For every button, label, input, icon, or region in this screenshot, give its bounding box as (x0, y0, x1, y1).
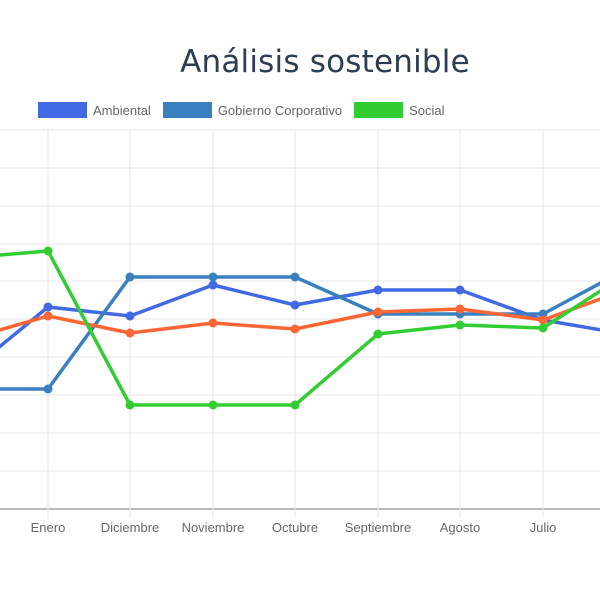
x-axis-label: Octubre (272, 520, 318, 535)
legend-label: Gobierno Corporativo (217, 102, 343, 118)
data-point[interactable] (455, 304, 465, 314)
legend-swatch-icon (354, 102, 404, 118)
data-point[interactable] (43, 302, 53, 312)
legend-swatch-icon (162, 102, 212, 118)
data-point[interactable] (208, 280, 218, 290)
x-axis-label: Agosto (440, 520, 480, 535)
data-point[interactable] (125, 311, 135, 321)
data-point[interactable] (208, 400, 218, 410)
data-point[interactable] (455, 285, 465, 295)
data-point[interactable] (290, 272, 300, 282)
data-point[interactable] (125, 400, 135, 410)
data-point[interactable] (373, 307, 383, 317)
legend-label: Social (409, 102, 445, 118)
legend-item-ambiental[interactable]: Ambiental (38, 102, 151, 118)
data-point[interactable] (43, 384, 53, 394)
series-social (0, 246, 600, 410)
x-axis-label: Enero (31, 520, 66, 535)
data-point[interactable] (125, 272, 135, 282)
data-point[interactable] (125, 328, 135, 338)
data-point[interactable] (290, 300, 300, 310)
legend-item-social[interactable]: Social (354, 102, 445, 118)
data-point[interactable] (538, 315, 548, 325)
chart-title: Análisis sostenible (180, 44, 470, 80)
legend-label: Ambiental (93, 102, 151, 118)
x-axis-label: Noviembre (182, 520, 245, 535)
data-point[interactable] (208, 318, 218, 328)
x-axis-label: Septiembre (345, 520, 411, 535)
x-axis-label: Diciembre (101, 520, 160, 535)
data-point[interactable] (43, 246, 53, 256)
data-point[interactable] (538, 323, 548, 333)
data-point[interactable] (208, 272, 218, 282)
chart-legend: Ambiental Gobierno Corporativo Social (38, 102, 457, 118)
x-axis-label: Julio (530, 520, 557, 535)
data-point[interactable] (373, 285, 383, 295)
legend-item-gobierno-corporativo[interactable]: Gobierno Corporativo (162, 102, 343, 118)
legend-swatch-icon (38, 102, 87, 118)
data-point[interactable] (455, 320, 465, 330)
series-unlabeled (0, 297, 600, 338)
data-point[interactable] (290, 400, 300, 410)
data-point[interactable] (373, 329, 383, 339)
data-point[interactable] (43, 311, 53, 321)
data-point[interactable] (290, 324, 300, 334)
